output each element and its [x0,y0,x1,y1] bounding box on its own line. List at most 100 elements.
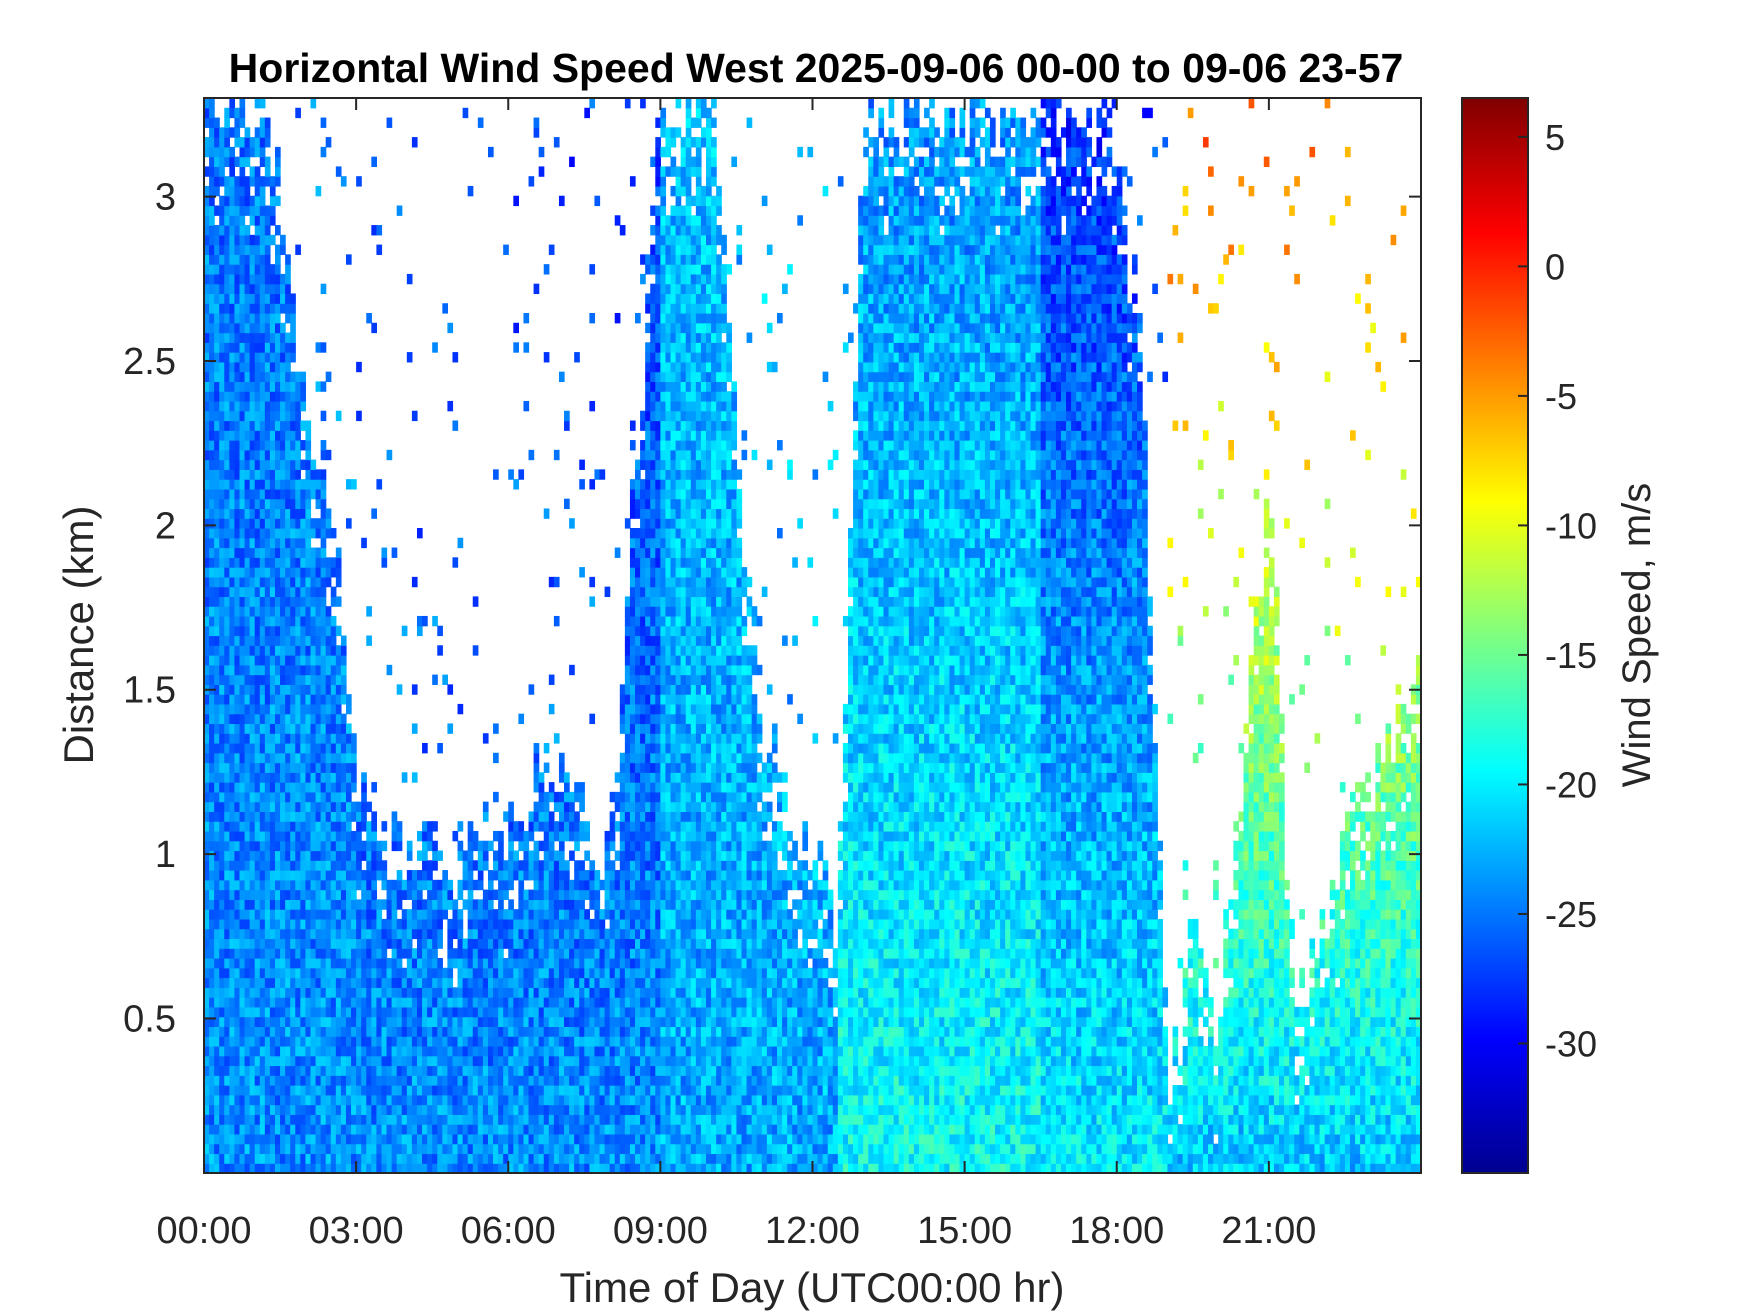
heatmap-cell [239,811,246,822]
heatmap-cell [351,870,357,881]
heatmap-cell [204,840,210,852]
heatmap-cell [259,918,266,930]
heatmap-cell [553,1016,560,1028]
heatmap-cell [411,899,418,910]
heatmap-cell [295,1085,301,1096]
heatmap-cell [406,928,413,940]
heatmap-cell [406,1153,413,1164]
heatmap-cell [391,879,398,891]
heatmap-cell [386,889,393,900]
heatmap-cell [224,791,230,803]
heatmap-cell [523,1075,530,1086]
heatmap-cell [229,870,236,881]
heatmap-cell [472,1016,479,1028]
heatmap-cell [437,1075,443,1086]
heatmap-cell [427,1153,433,1164]
heatmap-cell [640,498,646,510]
heatmap-cell [229,322,236,334]
heatmap-cell [538,791,545,803]
heatmap-cell [528,1065,535,1076]
heatmap-cell [579,1094,585,1106]
heatmap-cell [564,997,570,1008]
heatmap-cell [320,586,327,598]
heatmap-cell [269,645,276,656]
heatmap-cell [422,1163,428,1173]
heatmap-cell [274,997,281,1008]
heatmap-cell [366,1075,372,1086]
heatmap-cell [406,1075,413,1086]
heatmap-cell [452,1124,459,1135]
heatmap-cell [645,664,651,676]
heatmap-cell [229,635,236,646]
heatmap-cell [214,381,220,392]
heatmap-cell [315,723,322,734]
heatmap-cell [249,557,256,568]
heatmap-cell [629,918,636,930]
heatmap-cell [229,1163,236,1173]
heatmap-cell [244,547,251,558]
heatmap-cell [482,1036,489,1047]
heatmap-cell [204,215,210,226]
heatmap-cell [604,899,611,910]
heatmap-cell [224,625,230,637]
heatmap-cell [264,371,271,383]
heatmap-cell [574,860,580,871]
heatmap-cell [259,606,266,617]
heatmap-cell [640,1094,646,1106]
heatmap-cell [442,967,448,979]
heatmap-cell [371,1036,378,1047]
heatmap-cell [274,293,281,304]
heatmap-cell [381,1065,388,1076]
heatmap-cell [325,879,332,891]
heatmap-cell [280,830,286,842]
heatmap-cell [229,948,236,959]
heatmap-cell [310,762,317,773]
heatmap-cell [645,1065,651,1076]
heatmap-cell [259,743,266,754]
heatmap-cell [564,870,570,881]
heatmap-cell [229,1153,236,1164]
heatmap-cell [645,1085,651,1096]
heatmap-cell [229,1006,236,1018]
heatmap-cell [264,889,271,900]
heatmap-cell [234,586,241,598]
heatmap-cell [239,98,246,109]
heatmap-cell [629,674,636,685]
heatmap-cell [345,830,352,842]
heatmap-cell [386,1114,393,1125]
heatmap-cell [300,664,307,676]
heatmap-cell [330,918,337,930]
heatmap-cell [315,528,322,539]
heatmap-cell [619,1045,626,1057]
heatmap-cell [351,762,357,773]
heatmap-cell [214,801,220,813]
heatmap-cell [386,879,393,891]
heatmap-cell [523,928,530,940]
heatmap-cell [214,567,220,578]
heatmap-cell [229,840,236,852]
heatmap-cell [234,918,241,930]
heatmap-cell [209,234,215,246]
heatmap-cell [361,1055,367,1067]
heatmap-cell [416,1085,423,1096]
heatmap-cell [381,1133,388,1145]
heatmap-cell [264,508,271,519]
heatmap-cell [229,498,236,510]
heatmap-cell [604,840,611,852]
heatmap-cell [569,156,575,168]
heatmap-cell [269,205,276,216]
heatmap-cell [371,840,378,852]
heatmap-cell [558,987,565,998]
heatmap-cell [209,703,215,715]
heatmap-cell [564,1085,570,1096]
heatmap-cell [239,625,246,637]
heatmap-cell [310,879,317,891]
heatmap-cell [239,488,246,500]
heatmap-cell [386,987,393,998]
heatmap-cell [305,567,312,578]
heatmap-cell [315,840,322,852]
heatmap-cell [209,469,215,480]
heatmap-cell [366,997,372,1008]
heatmap-cell [356,830,362,842]
heatmap-cell [234,498,241,510]
